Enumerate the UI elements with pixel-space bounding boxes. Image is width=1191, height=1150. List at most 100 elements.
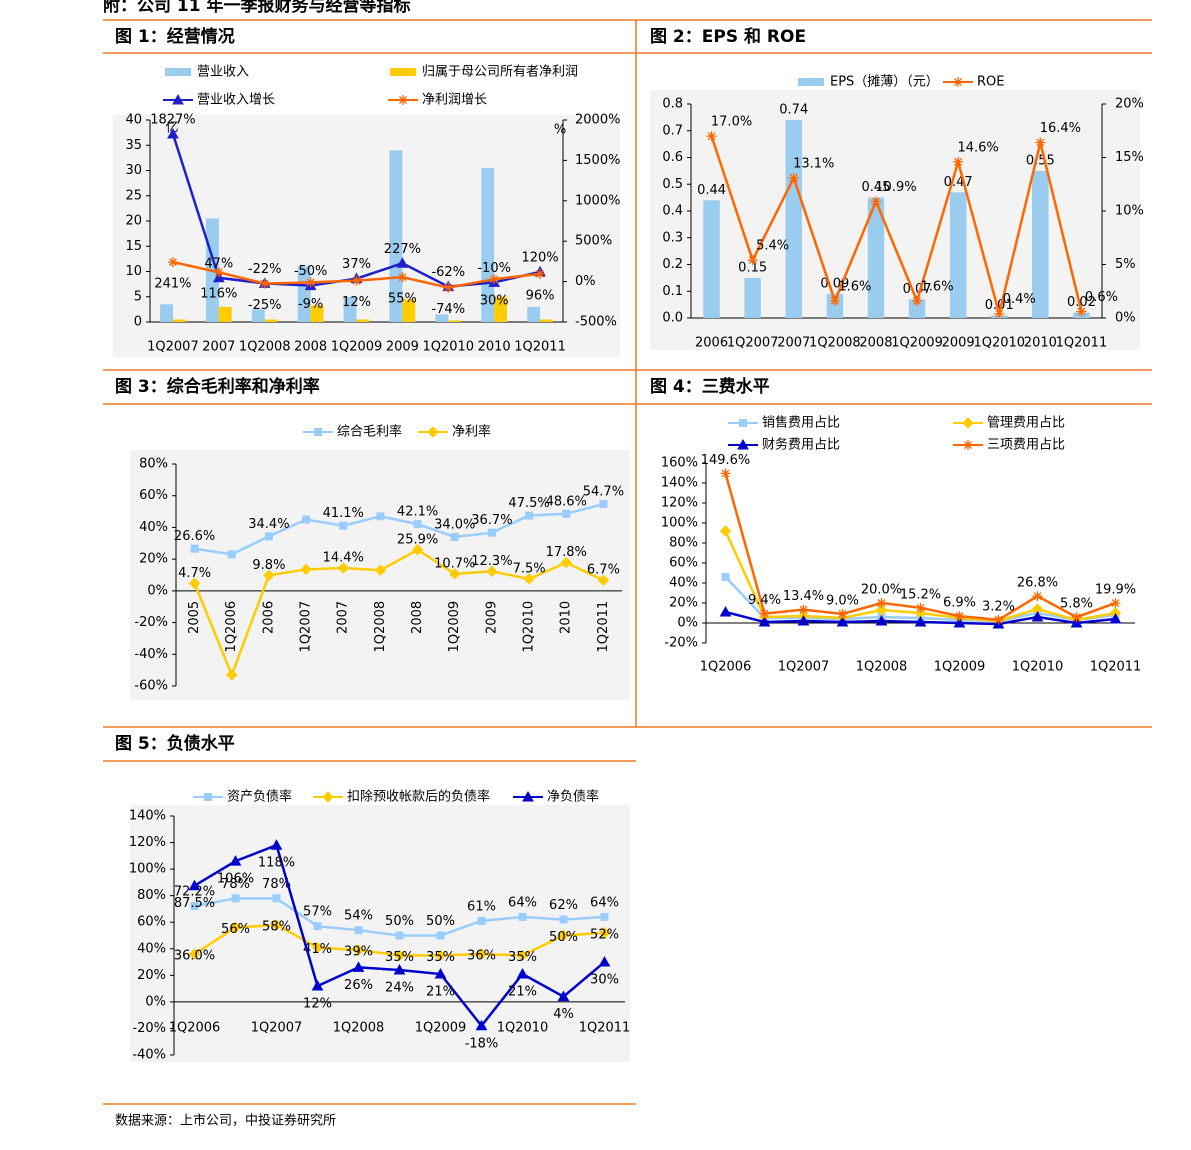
marker xyxy=(487,528,496,537)
data-label: 26.6% xyxy=(174,529,215,544)
y-tick-label: 20% xyxy=(139,552,168,567)
data-label: 12% xyxy=(342,295,371,310)
marker xyxy=(598,956,611,967)
y-tick-label: 140% xyxy=(661,476,698,491)
legend-label: 管理费用占比 xyxy=(987,416,1065,431)
x-tick-label: 1Q2007 xyxy=(778,660,830,675)
data-label: 120% xyxy=(521,250,558,265)
marker xyxy=(434,967,447,979)
marker xyxy=(226,669,238,681)
x-tick-label: 2008 xyxy=(859,336,892,351)
bar xyxy=(218,306,232,322)
data-label: 0.55 xyxy=(1026,153,1055,168)
marker xyxy=(411,544,424,556)
y-tick-label: 60% xyxy=(139,488,168,503)
y2-tick-label: 0% xyxy=(575,274,596,289)
data-label: 34.4% xyxy=(248,517,289,532)
marker xyxy=(259,278,270,289)
x-tick-label: 2008 xyxy=(294,340,327,355)
x-tick-label: 1Q2011 xyxy=(579,1020,631,1035)
x-tick-label: 2007 xyxy=(202,340,235,355)
bar xyxy=(540,319,553,322)
marker xyxy=(535,268,546,279)
y-tick-label: 40% xyxy=(137,941,166,956)
data-label: 39% xyxy=(344,945,373,960)
y2-tick-label: 500% xyxy=(575,234,612,249)
chart-title: 图 1：经营情况 xyxy=(115,26,235,47)
data-label: 24% xyxy=(385,981,414,996)
marker xyxy=(374,564,387,576)
data-label: 3.2% xyxy=(982,599,1015,614)
y2-tick-label: 1500% xyxy=(575,153,620,168)
marker xyxy=(172,93,184,105)
data-label: 35% xyxy=(508,950,537,965)
legend-label: ROE xyxy=(977,75,1004,90)
x-tick-label: 1Q2009 xyxy=(415,1020,467,1035)
data-label: -62% xyxy=(431,265,465,280)
line xyxy=(193,548,604,679)
data-label: 55% xyxy=(388,292,417,307)
marker xyxy=(188,948,201,960)
marker xyxy=(993,614,1004,625)
marker xyxy=(227,550,236,559)
y-tick-label: 0% xyxy=(147,583,168,598)
data-label: 41.1% xyxy=(323,506,364,521)
legend-label: EPS（摊薄）（元） xyxy=(830,75,939,90)
marker xyxy=(836,615,849,627)
marker xyxy=(953,616,966,628)
data-label: 106% xyxy=(217,872,254,887)
data-label: 118% xyxy=(258,856,295,871)
marker xyxy=(1035,137,1046,148)
data-label: -22% xyxy=(248,262,282,277)
y-tick-label: 120% xyxy=(661,496,698,511)
marker xyxy=(720,468,731,479)
data-label: 50% xyxy=(385,914,414,929)
marker xyxy=(719,525,732,537)
y-tick-label: 15 xyxy=(125,239,142,254)
marker xyxy=(354,926,363,935)
data-label: -25% xyxy=(248,298,282,313)
marker xyxy=(167,257,178,268)
x-tick-label: 1Q2008 xyxy=(333,1020,385,1035)
y-tick-label: 0.8 xyxy=(662,97,683,112)
marker xyxy=(557,990,570,1002)
marker xyxy=(270,919,283,931)
marker xyxy=(311,941,324,954)
marker xyxy=(352,961,365,972)
marker xyxy=(398,95,408,105)
x-tick-label: 1Q2008 xyxy=(856,660,908,675)
data-label: 47.5% xyxy=(508,496,549,511)
y2-tick-label: 20% xyxy=(1115,97,1144,112)
y-tick-label: 0.4 xyxy=(662,204,683,219)
marker xyxy=(798,604,809,615)
y-tick-label: 80% xyxy=(669,536,698,551)
marker xyxy=(706,131,717,142)
bar xyxy=(448,320,462,322)
data-label: 6.9% xyxy=(943,596,976,611)
bar xyxy=(356,319,370,322)
marker xyxy=(516,967,529,979)
data-label: 36.7% xyxy=(471,513,512,528)
y-tick-label: 40 xyxy=(125,113,142,128)
marker xyxy=(954,611,965,622)
data-label: 64% xyxy=(508,895,537,910)
data-label: 21% xyxy=(508,985,537,1000)
data-label: 48.6% xyxy=(546,494,587,509)
marker xyxy=(264,532,273,541)
y-tick-label: 0.3 xyxy=(662,230,683,245)
data-label: 0.47 xyxy=(944,175,973,190)
x-tick-label: 2006 xyxy=(261,601,276,634)
data-label: 13.1% xyxy=(793,156,834,171)
data-label: 10.7% xyxy=(434,556,475,571)
axis-unit: % xyxy=(554,123,566,138)
data-label: 0.6% xyxy=(1085,290,1118,305)
data-label: 1.6% xyxy=(921,279,954,294)
marker xyxy=(597,574,610,586)
x-tick-label: 1Q2007 xyxy=(299,601,314,653)
y-tick-label: 60% xyxy=(669,556,698,571)
x-tick-label: 1Q2010 xyxy=(1012,660,1064,675)
marker xyxy=(396,257,409,268)
y2-tick-label: 0% xyxy=(1115,311,1136,326)
marker xyxy=(525,511,534,520)
